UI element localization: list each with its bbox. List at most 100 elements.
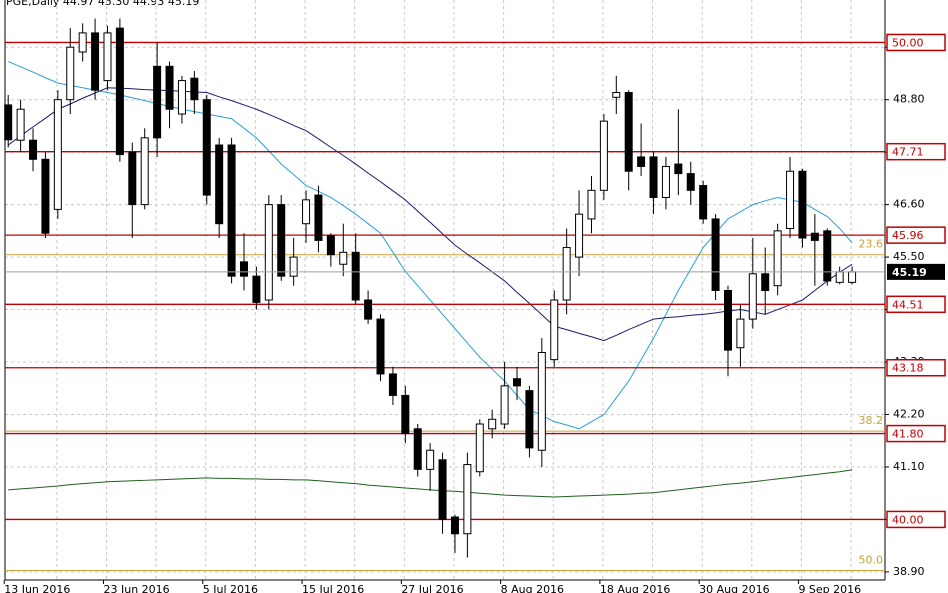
level-label: 43.18 [892,362,924,375]
candle-body [711,218,720,291]
candle-body [525,390,534,449]
candle-body [537,351,546,451]
candle-body [239,261,248,277]
candle-body [674,163,683,175]
candle-body [413,428,422,470]
candle-body [848,271,857,283]
level-label-box [886,358,946,377]
candle-body [202,99,211,196]
level-label: 40.00 [892,513,924,526]
candle-body [463,464,472,535]
last-price-box [887,263,945,280]
candle-body [699,185,708,220]
chart-title: PGE,Daily 44.97 45.30 44.93 45.19 [6,0,199,8]
candle-body [612,92,621,98]
candle-body [277,204,286,277]
candle-body [66,46,75,101]
level-label: 50.00 [892,36,924,49]
candle-body [302,199,311,225]
candle-body [115,27,124,156]
level-label: 45.96 [892,229,924,242]
x-tick-label: 8 Aug 2016 [501,583,564,593]
candle-body [53,99,62,210]
candle-body [786,170,795,229]
candle-body [289,256,298,277]
candle-body [587,189,596,220]
level-label-box [886,510,946,529]
candle-body [773,230,782,287]
candle-body [364,299,373,320]
candle-body [351,251,360,301]
moving-average [7,87,853,342]
candle-body [314,194,323,241]
y-tick-label: 42.20 [893,407,925,420]
candle-body [140,137,149,206]
candle-body [649,156,658,198]
level-label-box [886,424,946,443]
x-tick-label: 9 Sep 2016 [798,583,861,593]
level-label-box [886,295,946,314]
candle-body [761,273,770,291]
candle-body [624,92,633,172]
fib-label: 50.0 [859,553,884,566]
candle-body [376,318,385,375]
candle-body [326,235,335,256]
x-tick-label: 23 Jun 2016 [103,583,169,593]
candle-body [450,516,459,535]
candle-body [810,232,819,241]
candle-body [661,165,670,198]
candle-body [686,173,695,191]
moving-average [8,61,853,430]
y-tick-label: 41.10 [893,460,925,473]
y-tick-label: 45.50 [893,250,925,263]
candle-body [177,80,186,115]
candle-body [252,275,261,303]
level-label-box [886,33,946,52]
y-tick-label: 46.60 [893,198,925,211]
candle-body [513,378,522,387]
y-tick-label: 38.90 [893,565,925,578]
x-tick-label: 5 Jul 2016 [203,583,258,593]
candle-body [426,449,435,470]
x-tick-label: 27 Jul 2016 [401,583,463,593]
candle-body [153,65,162,139]
level-label-box [886,142,946,161]
candle-body [550,299,559,361]
candle-body [438,459,447,520]
level-label: 47.71 [892,146,924,159]
x-tick-label: 13 Jun 2016 [4,583,70,593]
candle-body [16,108,25,141]
candle-body [128,151,137,206]
level-label-box [886,226,946,244]
candle-body [78,32,87,53]
candle-body [4,104,13,141]
candle-body [388,373,397,396]
candle-body [41,158,50,234]
x-tick-label: 15 Jul 2016 [302,583,364,593]
candle-body [91,32,100,91]
candle-body [488,418,497,430]
candle-body [748,273,757,320]
y-tick-label: 48.80 [893,93,925,106]
candle-body [475,423,484,473]
candle-body [798,170,807,239]
candle-body [575,213,584,258]
candle-body [165,65,174,110]
candle-body [103,32,112,82]
candle-body [29,139,38,160]
candle-body [723,289,732,351]
candle-body [736,318,745,349]
x-tick-label: 30 Aug 2016 [699,583,769,593]
candle-body [562,247,571,301]
candle-body [264,204,273,301]
fib-label: 23.6 [859,238,884,251]
candle-body [227,144,236,277]
candle-body [401,394,410,435]
x-tick-label: 18 Aug 2016 [600,583,670,593]
candle-body [637,156,646,167]
fib-label: 38.2 [859,414,884,427]
candle-body [599,120,608,191]
candle-body [500,385,509,425]
